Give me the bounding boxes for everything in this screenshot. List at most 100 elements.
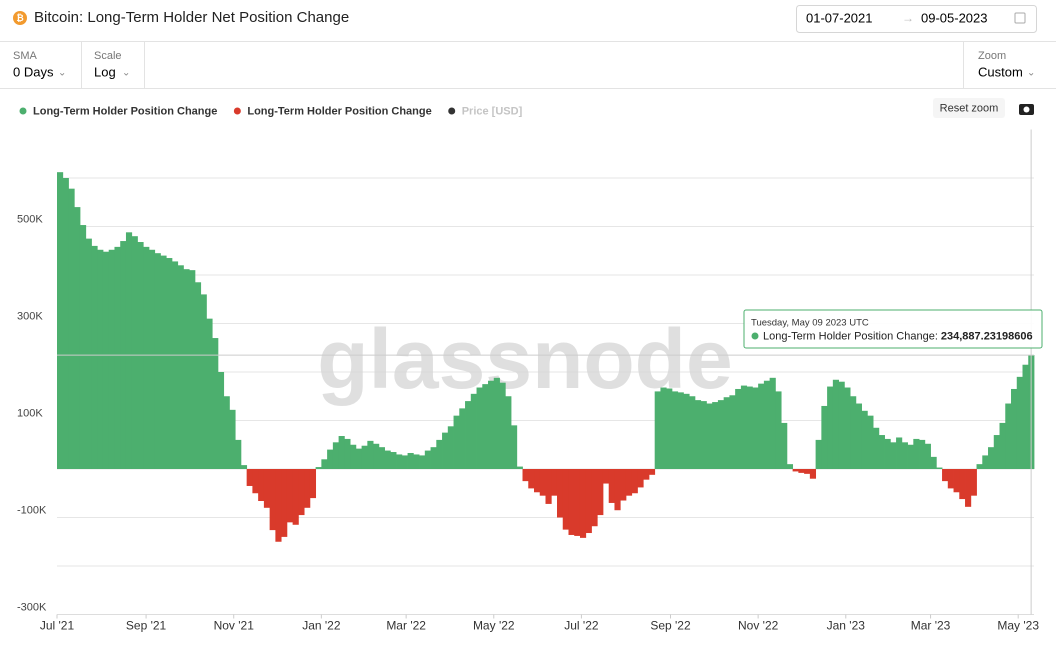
bar: [160, 255, 167, 469]
reset-zoom-button[interactable]: [933, 98, 1005, 118]
bar: [838, 381, 845, 469]
dropdown-caret[interactable]: ⌄: [1027, 68, 1035, 79]
bar: [677, 392, 684, 469]
bar: [534, 469, 541, 493]
bar: [844, 387, 851, 469]
bar: [108, 249, 115, 469]
y-tick-label: -300K: [17, 601, 47, 613]
bar: [499, 382, 506, 469]
bar: [125, 232, 133, 469]
x-tick-label: Jan '23: [827, 619, 866, 633]
tooltip-box: [743, 309, 1043, 349]
bar: [396, 454, 403, 469]
bar: [154, 253, 161, 469]
bar: [666, 388, 673, 469]
x-tick-label: Mar '23: [911, 619, 951, 633]
bar: [671, 391, 679, 469]
bar: [919, 439, 926, 469]
bar: [177, 265, 184, 469]
dropdown-caret[interactable]: ⌄: [58, 68, 66, 79]
bar: [315, 467, 322, 469]
bar: [896, 437, 903, 469]
legend-label[interactable]: Long-Term Holder Position Change: [33, 105, 217, 117]
bar: [493, 377, 500, 469]
bar: [781, 422, 788, 469]
bar: [102, 251, 110, 469]
bar: [85, 238, 92, 469]
bar: [57, 172, 64, 469]
bar: [183, 269, 190, 469]
camera-lens[interactable]: [1023, 106, 1030, 113]
legend-marker: [19, 107, 27, 115]
bar: [97, 249, 104, 469]
bar: [746, 386, 753, 469]
bar: [832, 379, 839, 469]
bar: [648, 469, 656, 475]
bar: [769, 377, 776, 469]
bar: [240, 465, 248, 469]
bar: [212, 338, 219, 469]
bar: [717, 400, 725, 469]
bar: [200, 294, 207, 469]
y-tick-label: 100K: [17, 407, 43, 419]
bar: [735, 388, 742, 469]
calendar-icon[interactable]: [1014, 12, 1026, 24]
bar: [539, 469, 546, 496]
x-tick-label: Mar '22: [386, 619, 426, 633]
bar: [373, 443, 380, 469]
bar: [171, 261, 179, 469]
x-tick-label: Nov '21: [214, 619, 255, 633]
bar: [424, 450, 431, 469]
bar: [390, 452, 397, 469]
bar: [792, 469, 799, 472]
bar: [637, 469, 644, 488]
control-value[interactable]: Custom: [978, 64, 1023, 79]
date-from[interactable]: 01-07-2021: [806, 10, 873, 25]
bar: [947, 469, 954, 489]
bar: [809, 469, 817, 479]
reset-zoom-label[interactable]: Reset zoom: [940, 102, 999, 114]
legend-label[interactable]: Price [USD]: [462, 105, 523, 117]
bar: [79, 225, 87, 469]
bar: [470, 393, 477, 469]
date-to[interactable]: 09-05-2023: [921, 10, 988, 25]
bar: [953, 469, 960, 493]
y-tick-label: -100K: [17, 504, 47, 516]
legend-marker: [233, 107, 241, 115]
x-tick-label: Nov '22: [738, 619, 779, 633]
bar: [74, 207, 81, 469]
bar: [752, 387, 759, 469]
bar: [597, 469, 604, 516]
bar: [355, 448, 362, 469]
y-tick-label: 500K: [17, 213, 43, 225]
y-tick-label: 300K: [17, 310, 43, 322]
bar: [850, 396, 857, 469]
bar: [189, 270, 196, 469]
bar: [194, 282, 202, 469]
bar: [281, 469, 288, 537]
bar: [723, 397, 730, 469]
bar: [269, 469, 276, 531]
bar: [608, 469, 615, 503]
tooltip-title: Tuesday, May 09 2023 UTC: [751, 318, 869, 329]
bar: [878, 435, 885, 469]
bar: [763, 380, 771, 469]
control-value[interactable]: Log: [94, 64, 116, 79]
bar: [913, 438, 920, 469]
bar: [798, 469, 805, 473]
bar: [614, 469, 621, 511]
legend-label[interactable]: Long-Term Holder Position Change: [247, 105, 431, 117]
x-tick-label: Jul '21: [40, 619, 75, 633]
bar: [821, 405, 828, 469]
bar: [999, 422, 1006, 469]
bar: [229, 409, 236, 469]
dropdown-caret[interactable]: ⌄: [122, 68, 130, 79]
bar: [252, 469, 259, 494]
control-value[interactable]: 0 Days: [13, 64, 54, 79]
bar: [551, 469, 558, 496]
bar: [890, 442, 897, 469]
bar: [901, 442, 908, 469]
bar: [965, 469, 972, 507]
date-range[interactable]: [796, 5, 1037, 33]
bar: [545, 469, 552, 504]
